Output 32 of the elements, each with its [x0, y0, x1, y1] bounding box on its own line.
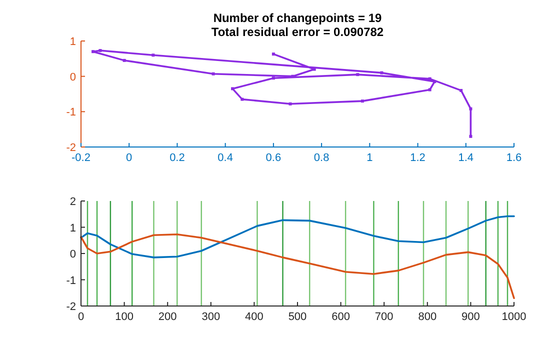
x-tick-label: 1	[366, 152, 373, 164]
x-tick-label: 800	[418, 311, 437, 323]
x-tick-label: 0.2	[170, 152, 185, 164]
x-tick-label: 400	[245, 311, 264, 323]
x-tick-label: 1.2	[410, 152, 426, 164]
x-tick-label: 0.6	[266, 152, 282, 164]
x-tick-label: 200	[158, 311, 177, 323]
x-tick-label: -0.2	[72, 152, 90, 164]
y-tick-label: 0	[70, 248, 76, 260]
x-tick-label: 0	[78, 311, 84, 323]
x-tick-label: 1000	[502, 311, 526, 323]
y-tick-label: -1	[66, 106, 76, 119]
x-tick-label: 100	[115, 311, 134, 323]
x-tick-label: 1.6	[506, 152, 522, 164]
chart-subtitle: Total residual error = 0.090782	[211, 25, 384, 39]
y-tick-label: 1	[70, 222, 76, 234]
x-tick-label: 900	[462, 311, 480, 323]
y-tick-label: 1	[70, 36, 76, 48]
x-tick-label: 0	[126, 152, 132, 164]
x-tick-label: 700	[374, 311, 394, 323]
x-tick-label: 0.4	[218, 152, 233, 164]
y-tick-label: 0	[70, 71, 76, 84]
y-tick-label: 2	[70, 196, 76, 208]
x-tick-label: 500	[288, 311, 307, 323]
x-tick-label: 1.4	[458, 152, 474, 164]
y-tick-label: -2	[66, 142, 76, 154]
x-tick-label: 0.8	[314, 152, 330, 164]
x-tick-label: 600	[332, 311, 350, 323]
y-tick-label: -2	[66, 301, 76, 313]
y-tick-label: -1	[66, 274, 76, 287]
chart-title: Number of changepoints = 19	[213, 11, 382, 25]
x-tick-label: 300	[202, 311, 220, 323]
